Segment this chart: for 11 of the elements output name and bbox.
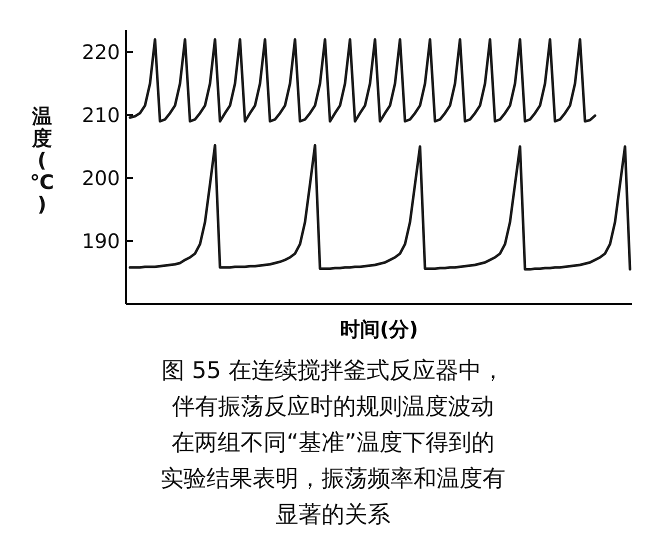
- text: 实验结果表明，振荡频率和温度有: [160, 466, 506, 492]
- y-tick-label: 210: [82, 103, 120, 128]
- y-tick-label: 190: [82, 229, 120, 254]
- text: 显著的关系: [276, 502, 390, 528]
- text: 在两组不同“基准”温度下得到的: [172, 430, 494, 456]
- y-tick-label: 200: [82, 166, 120, 190]
- text: 伴有振荡反应时的规则温度波动: [172, 394, 494, 420]
- y-axis-title: 温度(℃): [30, 104, 54, 216]
- caption: 图 55 在连续搅拌釜式反应器中，: [162, 358, 504, 384]
- y-tick-label: 220: [82, 40, 120, 64]
- x-axis-title: 时间(分): [340, 317, 418, 341]
